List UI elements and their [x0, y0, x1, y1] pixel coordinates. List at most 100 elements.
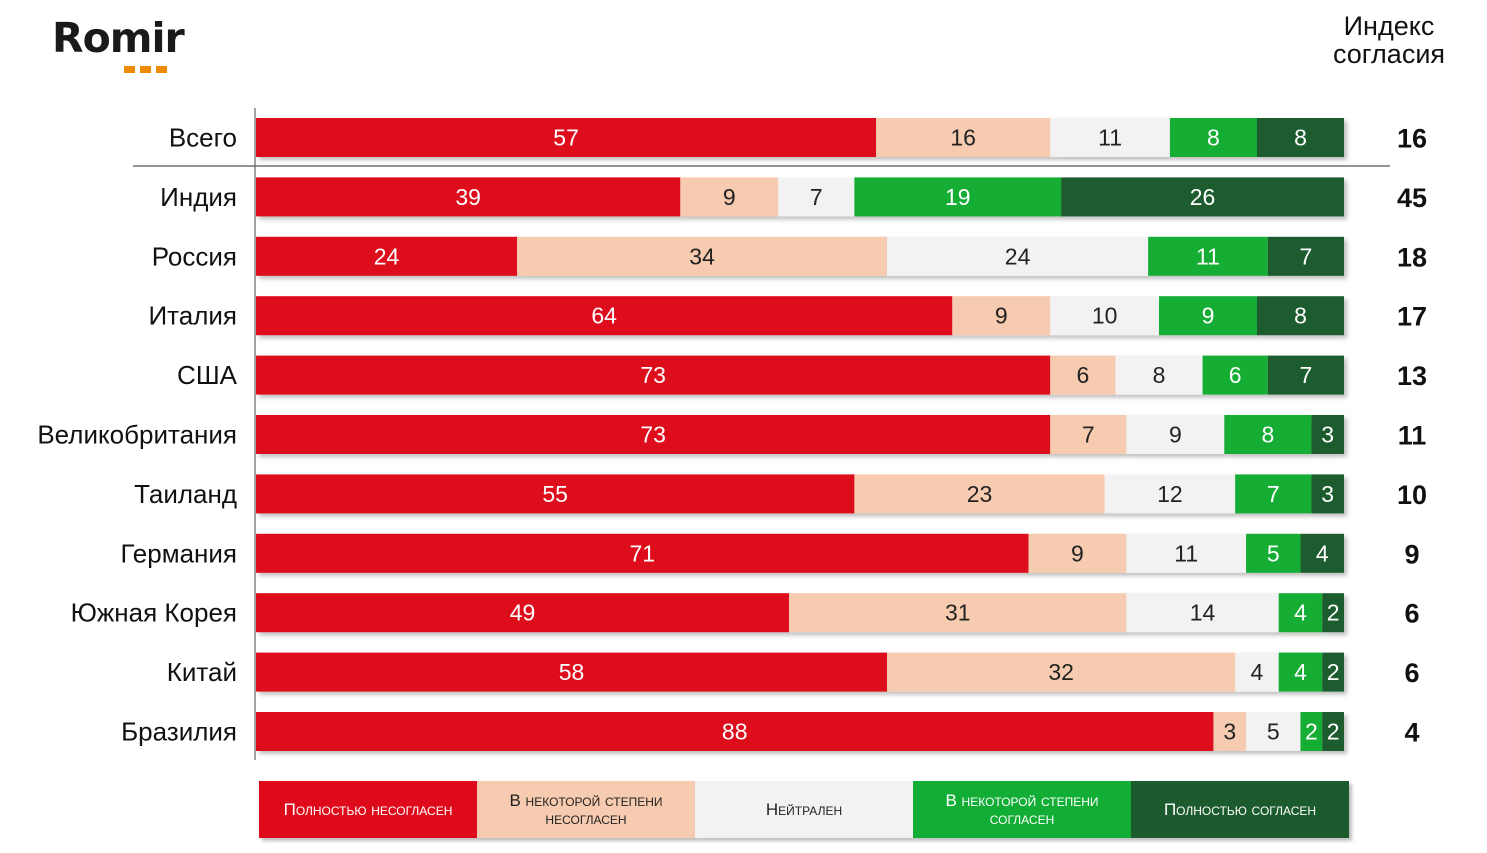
data-label: 10: [1092, 303, 1118, 329]
data-label: 8: [1261, 422, 1274, 448]
bar-row: [256, 712, 1344, 751]
bar-segment: [1169, 118, 1257, 157]
data-label: 7: [1082, 422, 1095, 448]
data-label: 9: [1071, 540, 1084, 566]
bar-segment: [1267, 355, 1344, 395]
data-label: 12: [1157, 481, 1183, 507]
bar-segment: [1126, 593, 1279, 633]
data-label: 32: [1048, 659, 1074, 685]
data-label: 23: [967, 481, 993, 507]
data-label: 7: [1267, 481, 1280, 507]
bar-row: [256, 236, 1344, 276]
data-label: 11: [1196, 243, 1220, 269]
data-label: 88: [722, 719, 748, 745]
data-label: 19: [945, 184, 971, 210]
index-value: 6: [1404, 658, 1419, 688]
data-label: 5: [1267, 540, 1280, 566]
data-label: 9: [723, 184, 736, 210]
bar-segment: [1235, 652, 1279, 692]
bar-segment: [778, 177, 855, 217]
category-label: Италия: [148, 301, 237, 331]
bar-segment: [1322, 593, 1344, 633]
data-label: 11: [1174, 540, 1198, 566]
data-label: 4: [1294, 600, 1307, 626]
bar-segment: [256, 712, 1214, 751]
data-label: 2: [1305, 719, 1318, 745]
bar-segment: [1224, 415, 1312, 454]
bar-segment: [256, 533, 1029, 573]
bar-segment: [256, 474, 855, 514]
data-label: 7: [1300, 362, 1313, 388]
romir-logo: Romir: [52, 14, 185, 73]
category-label: Индия: [160, 182, 237, 212]
bar-row: [256, 296, 1344, 336]
data-label: 14: [1190, 600, 1216, 626]
data-label: 6: [1229, 362, 1242, 388]
category-label: Таиланд: [134, 479, 237, 509]
bar-segment: [1050, 118, 1170, 157]
category-label: Бразилия: [121, 717, 237, 747]
bar-segment: [1311, 415, 1344, 454]
logo-dot: [156, 66, 167, 73]
legend-item: Полностью согласен: [1131, 781, 1349, 838]
data-label: 2: [1327, 659, 1340, 685]
bar-segment: [1050, 355, 1116, 395]
data-label: 8: [1207, 125, 1220, 151]
data-label: 73: [640, 362, 666, 388]
logo-dot: [124, 66, 135, 73]
legend-item: В некоторой степени несогласен: [477, 781, 695, 838]
data-label: 11: [1098, 125, 1122, 151]
bar-segment: [1050, 296, 1160, 336]
bar-segment: [1278, 593, 1323, 633]
bar-segment: [1278, 652, 1323, 692]
bar-row: [256, 177, 1344, 217]
bar-segment: [1256, 118, 1344, 157]
bar-row: [256, 652, 1344, 692]
data-label: 8: [1153, 362, 1166, 388]
bar-segment: [1213, 712, 1247, 751]
data-label: 34: [689, 243, 715, 269]
data-label: 16: [950, 125, 976, 151]
index-value: 13: [1397, 361, 1427, 391]
legend-item: Нейтрален: [695, 781, 913, 838]
index-value: 6: [1404, 599, 1419, 629]
data-label: 73: [640, 422, 666, 448]
data-label: 9: [995, 303, 1008, 329]
logo-dots: [124, 66, 167, 73]
bar-segment: [1267, 236, 1344, 276]
data-label: 55: [542, 481, 568, 507]
data-label: 58: [559, 659, 585, 685]
bar-segment: [256, 236, 518, 276]
bar-segment: [1148, 236, 1268, 276]
bar-segment: [1246, 533, 1301, 573]
bar-segment: [1061, 177, 1344, 217]
bar-segment: [1050, 415, 1127, 454]
data-label: 8: [1294, 303, 1307, 329]
bar-segment: [854, 177, 1062, 217]
data-label: 4: [1251, 659, 1264, 685]
bar-segment: [517, 236, 888, 276]
bar-segment: [256, 177, 681, 217]
bar-segment: [1115, 355, 1203, 395]
index-value: 18: [1397, 242, 1427, 272]
logo-dot: [140, 66, 151, 73]
bar-row: [256, 474, 1344, 514]
bar-row: [256, 593, 1344, 633]
bar-row: [256, 355, 1344, 395]
index-value: 17: [1397, 302, 1427, 332]
data-label: 39: [455, 184, 481, 210]
bar-segment: [1311, 474, 1344, 514]
data-label: 3: [1321, 481, 1334, 507]
data-label: 6: [1076, 362, 1089, 388]
bar-segment: [1235, 474, 1312, 514]
data-label: 64: [591, 303, 617, 329]
data-label: 24: [1005, 243, 1031, 269]
data-label: 3: [1223, 719, 1236, 745]
category-label: Китай: [167, 657, 237, 687]
index-value: 45: [1397, 183, 1427, 213]
data-label: 9: [1169, 422, 1182, 448]
data-label: 8: [1294, 125, 1307, 151]
logo-text: Romir: [52, 14, 185, 62]
bar-segment: [1202, 355, 1268, 395]
